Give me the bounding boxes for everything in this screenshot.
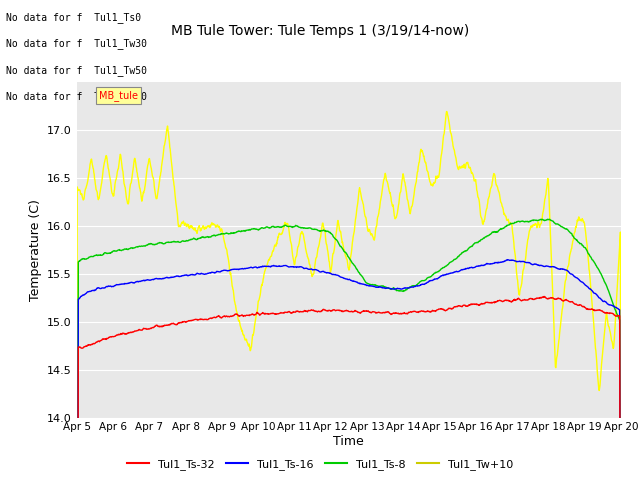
Legend: Tul1_Ts-32, Tul1_Ts-16, Tul1_Ts-8, Tul1_Tw+10: Tul1_Ts-32, Tul1_Ts-16, Tul1_Ts-8, Tul1_… (123, 455, 517, 474)
Text: No data for f  Tul1_Tw60: No data for f Tul1_Tw60 (6, 91, 147, 102)
X-axis label: Time: Time (333, 435, 364, 448)
Text: MB Tule Tower: Tule Temps 1 (3/19/14-now): MB Tule Tower: Tule Temps 1 (3/19/14-now… (171, 24, 469, 38)
Text: No data for f  Tul1_Tw50: No data for f Tul1_Tw50 (6, 65, 147, 76)
Y-axis label: Temperature (C): Temperature (C) (29, 199, 42, 300)
Text: No data for f  Tul1_Tw30: No data for f Tul1_Tw30 (6, 38, 147, 49)
Text: MB_tule: MB_tule (99, 90, 138, 101)
Text: No data for f  Tul1_Ts0: No data for f Tul1_Ts0 (6, 12, 141, 23)
